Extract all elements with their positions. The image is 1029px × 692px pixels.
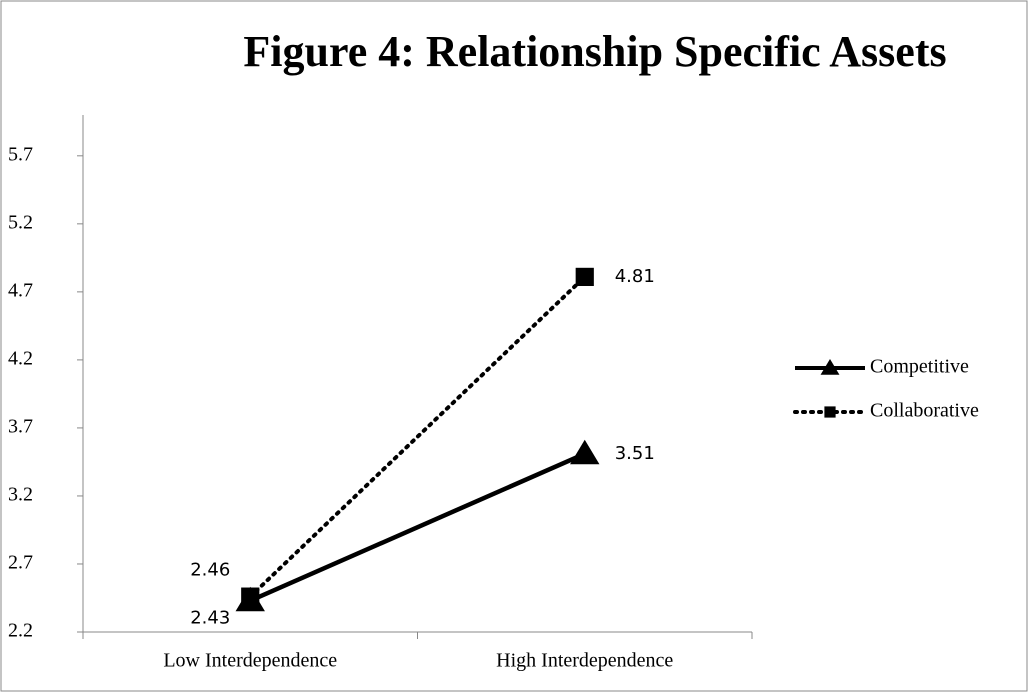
y-tick-label: 3.2 [8, 484, 33, 506]
series-line [249, 451, 586, 603]
data-label: 2.46 [190, 560, 230, 581]
chart-title: Figure 4: Relationship Specific Assets [243, 27, 946, 76]
y-tick-label: 4.7 [8, 279, 33, 301]
marker [575, 267, 594, 287]
data-label: 4.81 [615, 266, 655, 287]
legend-label: Competitive [870, 356, 969, 378]
marker [820, 359, 840, 375]
series-line [248, 274, 587, 599]
marker [824, 406, 836, 418]
x-tick-label: Low Interdependence [163, 650, 337, 672]
y-tick-label: 4.2 [8, 347, 33, 369]
y-tick-label: 2.2 [8, 620, 33, 642]
data-label: 2.43 [190, 608, 230, 629]
y-tick-label: 3.7 [8, 416, 33, 438]
x-tick-label: High Interdependence [496, 650, 673, 672]
data-label: 3.51 [615, 443, 655, 464]
marker [570, 439, 600, 465]
y-tick-label: 2.7 [8, 552, 33, 574]
y-tick-label: 5.2 [8, 211, 33, 233]
marker [235, 586, 265, 612]
legend-label: Collaborative [870, 400, 979, 422]
y-tick-label: 5.7 [8, 143, 33, 165]
